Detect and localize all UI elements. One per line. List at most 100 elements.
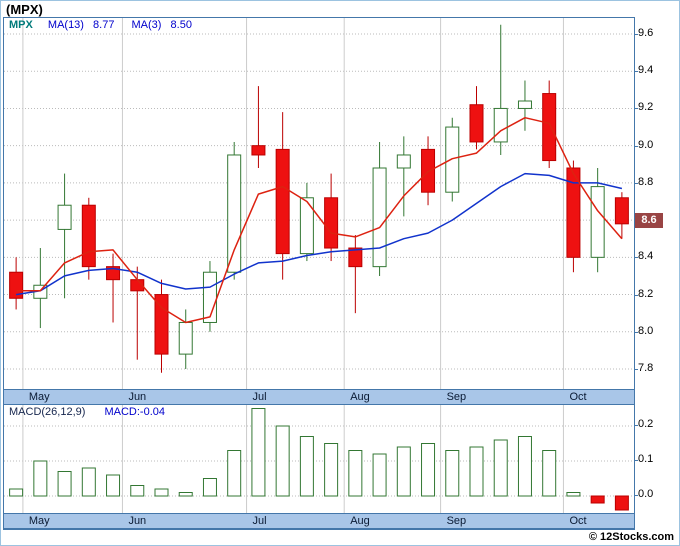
price-axis-label: 9.4 xyxy=(638,64,654,77)
macd-bar-positive xyxy=(154,488,169,497)
macd-bar-positive xyxy=(178,492,193,497)
candle-down xyxy=(614,197,629,225)
candle-up xyxy=(227,154,242,273)
candle-down xyxy=(275,148,290,255)
candle-down xyxy=(421,148,436,193)
axis-tick xyxy=(634,294,638,296)
macd-bar-positive xyxy=(517,436,532,497)
candle-down xyxy=(106,266,121,281)
month-label-jul: Jul xyxy=(252,515,267,527)
month-label-jul: Jul xyxy=(252,391,267,403)
macd-bar-positive xyxy=(372,453,387,497)
price-axis-label: 9.0 xyxy=(638,138,654,151)
candle-up xyxy=(445,126,460,193)
macd-bar-negative xyxy=(614,495,629,511)
macd-x-axis-band: May Jun Jul Aug Sep Oct xyxy=(4,513,634,529)
month-label-jun: Jun xyxy=(128,391,147,403)
macd-bar-positive xyxy=(348,450,363,497)
macd-bar-positive xyxy=(81,467,96,497)
month-label-may: May xyxy=(28,515,50,527)
axis-tick xyxy=(634,369,638,370)
macd-bar-positive xyxy=(396,446,411,497)
candle-down xyxy=(542,93,557,162)
price-x-axis-band: May Jun Jul Aug Sep Oct xyxy=(4,389,634,405)
candle-down xyxy=(566,167,581,258)
macd-bar-positive xyxy=(493,439,508,497)
axis-tick xyxy=(634,108,638,110)
macd-bar-positive xyxy=(469,446,484,497)
month-label-aug: Aug xyxy=(350,391,370,403)
month-label-sep: Sep xyxy=(446,391,467,403)
month-label-jun: Jun xyxy=(128,515,147,527)
macd-bar-positive xyxy=(324,443,339,497)
axis-tick xyxy=(634,71,638,73)
candle-up xyxy=(493,107,508,143)
axis-tick xyxy=(634,331,638,333)
axis-tick xyxy=(634,257,638,259)
macd-bar-positive xyxy=(202,478,217,497)
candle-up xyxy=(299,197,314,255)
ma13-line xyxy=(15,172,623,296)
price-axis-label: 8.8 xyxy=(638,175,654,188)
legend-symbol: MPX xyxy=(9,19,33,31)
axis-tick xyxy=(634,425,638,426)
macd-bar-positive xyxy=(130,485,145,497)
macd-axis-label: 0.2 xyxy=(638,418,654,430)
month-label-may: May xyxy=(28,391,50,403)
chart-frame: May Jun Jul Aug Sep Oct May Jun Jul Aug Sep Oct xyxy=(3,17,635,530)
macd-bar-positive xyxy=(542,450,557,497)
candle-up xyxy=(57,204,72,230)
candle-down xyxy=(324,197,339,249)
axis-tick xyxy=(634,182,638,184)
macd-bar-positive xyxy=(275,425,290,497)
candle-down xyxy=(469,104,484,143)
macd-chart-canvas xyxy=(4,405,634,513)
candle-up xyxy=(178,321,193,355)
candle-down xyxy=(9,271,24,299)
macd-legend-value: MACD:-0.04 xyxy=(104,406,166,418)
candle-down xyxy=(348,247,363,268)
axis-tick xyxy=(634,460,638,461)
candle-up xyxy=(396,154,411,169)
macd-axis-label: 0.1 xyxy=(638,453,654,465)
macd-legend: MACD(26,12,9) MACD:-0.04 xyxy=(9,406,165,418)
price-axis-label: 8.2 xyxy=(638,287,654,300)
macd-bar-negative xyxy=(590,495,605,504)
price-axis-label: 9.2 xyxy=(638,101,654,114)
candle-down xyxy=(81,204,96,268)
macd-legend-label: MACD(26,12,9) xyxy=(9,406,86,418)
attribution-link[interactable]: © 12Stocks.com xyxy=(588,531,674,543)
candle-up xyxy=(372,167,387,268)
price-axis-label: 7.8 xyxy=(638,362,654,374)
legend-ma13-value: 8.77 xyxy=(93,19,115,31)
macd-bar-positive xyxy=(445,450,460,497)
macd-bar-positive xyxy=(106,474,121,497)
legend-ma3-value: 8.50 xyxy=(170,19,192,31)
legend-ma3-label: MA(3) xyxy=(131,19,162,31)
price-axis-label: 8.0 xyxy=(638,324,654,337)
month-label-aug: Aug xyxy=(350,515,370,527)
candle-down xyxy=(251,145,266,156)
legend-ma13-label: MA(13) xyxy=(47,19,84,31)
macd-bar-positive xyxy=(57,471,72,497)
axis-tick xyxy=(634,34,638,35)
price-axis-label: 8.4 xyxy=(638,250,654,263)
ma3-line xyxy=(16,116,623,324)
price-chart-canvas xyxy=(4,18,634,389)
price-axis-label: 9.6 xyxy=(638,27,654,39)
month-label-oct: Oct xyxy=(569,515,587,527)
month-label-oct: Oct xyxy=(569,391,587,403)
price-legend: MPX MA(13) 8.77 MA(3) 8.50 xyxy=(9,19,206,31)
macd-bar-positive xyxy=(566,492,581,497)
axis-tick xyxy=(634,145,638,147)
macd-bar-positive xyxy=(227,450,242,497)
candle-up xyxy=(590,186,605,258)
macd-bar-positive xyxy=(251,408,266,497)
chart-title: (MPX) xyxy=(6,2,43,17)
last-price-label: 8.6 xyxy=(635,213,663,228)
macd-bar-positive xyxy=(33,460,48,497)
macd-bar-positive xyxy=(9,488,24,497)
macd-axis-label: 0.0 xyxy=(638,488,654,500)
month-label-sep: Sep xyxy=(446,515,467,527)
